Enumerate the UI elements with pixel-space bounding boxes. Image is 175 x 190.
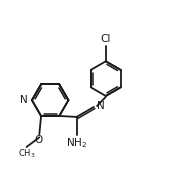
Text: O: O (34, 135, 43, 145)
Text: CH$_3$: CH$_3$ (18, 148, 35, 160)
Text: NH$_2$: NH$_2$ (66, 136, 87, 150)
Text: N: N (97, 101, 105, 111)
Text: N: N (20, 95, 28, 105)
Text: Cl: Cl (101, 34, 111, 44)
